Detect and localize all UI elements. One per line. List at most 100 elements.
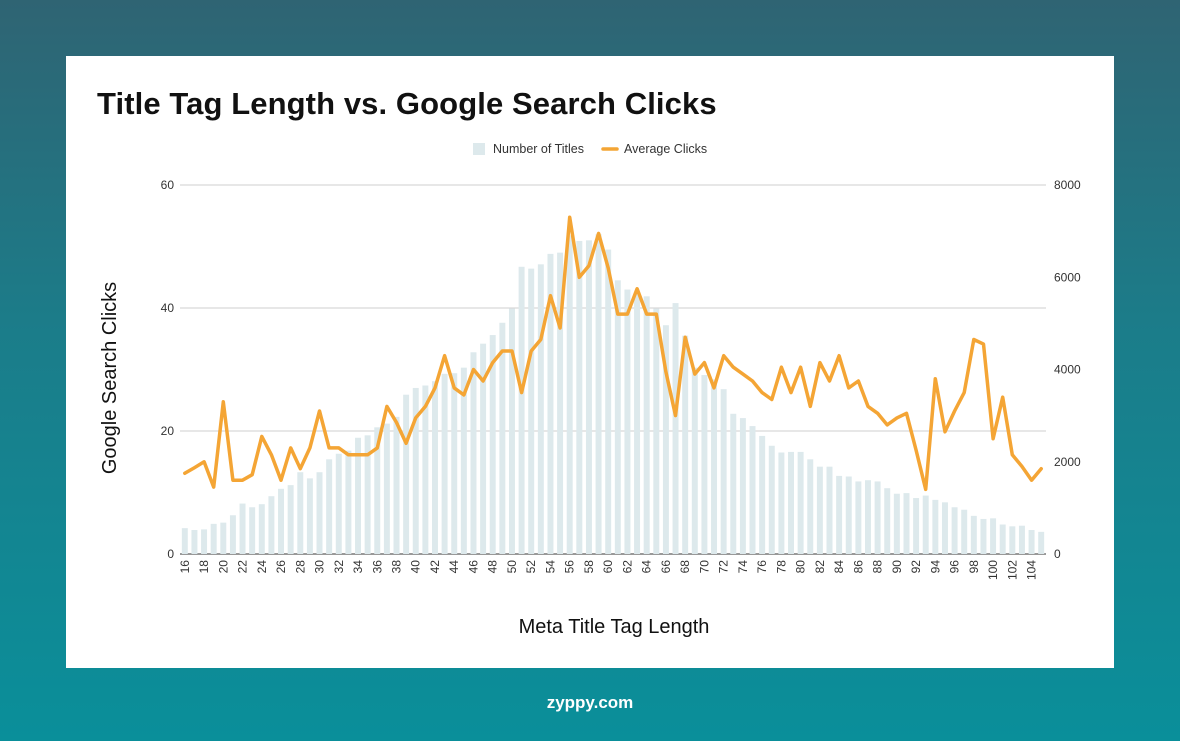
- bar: [220, 522, 227, 554]
- legend-swatch-bars: [473, 143, 485, 155]
- bar: [422, 385, 429, 554]
- bar: [499, 322, 506, 554]
- bar: [826, 466, 833, 554]
- bar: [181, 528, 188, 554]
- bar: [701, 375, 708, 554]
- bar: [970, 515, 977, 554]
- bar: [682, 335, 689, 554]
- x-tick-label: 22: [236, 560, 250, 574]
- chart-card: Title Tag Length vs. Google Search Click…: [66, 56, 1114, 668]
- bar: [980, 518, 987, 554]
- bar: [913, 498, 920, 554]
- bar: [278, 488, 285, 554]
- line-series: [183, 215, 1043, 492]
- bar: [528, 268, 535, 554]
- bar: [922, 495, 929, 554]
- x-tick-label: 72: [717, 560, 731, 574]
- bar: [345, 450, 352, 554]
- bar: [518, 266, 525, 554]
- bar: [258, 504, 265, 554]
- bar-series: [181, 234, 1045, 554]
- x-tick-label: 28: [293, 560, 307, 574]
- bar: [508, 308, 515, 554]
- bar: [816, 466, 823, 554]
- x-tick-label: 42: [428, 560, 442, 574]
- bar: [691, 367, 698, 554]
- bar: [961, 509, 968, 554]
- y-axis-left-ticks: 0 20 40 60: [161, 178, 175, 561]
- x-tick-label: 20: [216, 560, 230, 574]
- x-tick-label: 102: [1005, 560, 1019, 580]
- bar: [836, 475, 843, 554]
- bar: [797, 451, 804, 554]
- bar: [941, 502, 948, 554]
- average-clicks-line: [183, 215, 1043, 492]
- bar: [643, 296, 650, 554]
- x-tick-label: 60: [601, 560, 615, 574]
- bar: [1028, 530, 1035, 554]
- bar: [951, 507, 958, 554]
- bar: [432, 381, 438, 554]
- brand-footer: zyppy.com: [546, 693, 634, 712]
- bar: [374, 427, 381, 554]
- y-tick-label-left: 60: [161, 178, 175, 192]
- bar: [1018, 525, 1025, 554]
- x-tick-label: 62: [620, 560, 634, 574]
- bar: [788, 451, 794, 554]
- x-tick-label: 104: [1025, 560, 1039, 580]
- bar: [1009, 526, 1016, 554]
- legend-label-line: Average Clicks: [624, 142, 707, 156]
- x-tick-label: 100: [986, 560, 1000, 580]
- x-tick-label: 30: [313, 560, 327, 574]
- bar: [480, 343, 487, 554]
- bar: [316, 472, 323, 554]
- bar: [326, 459, 333, 554]
- x-tick-label: 54: [543, 560, 557, 574]
- y-tick-label-right: 6000: [1054, 270, 1081, 284]
- bar: [720, 389, 727, 554]
- x-tick-label: 48: [486, 560, 500, 574]
- x-tick-label: 84: [832, 560, 846, 574]
- y-tick-label-left: 0: [167, 547, 174, 561]
- bar: [451, 373, 458, 554]
- y-tick-label-left: 40: [161, 301, 175, 315]
- x-tick-label: 92: [909, 560, 923, 574]
- y-axis-right-ticks: 0 2000 4000 6000 8000: [1054, 178, 1081, 561]
- bar: [711, 379, 718, 554]
- bar: [672, 303, 679, 554]
- bar: [547, 253, 554, 554]
- x-tick-label: 86: [851, 560, 865, 574]
- x-tick-label: 56: [563, 560, 577, 574]
- bar: [210, 523, 217, 554]
- bar: [884, 488, 891, 554]
- x-tick-label: 38: [390, 560, 404, 574]
- bar: [537, 264, 544, 554]
- x-tick-label: 76: [755, 560, 769, 574]
- bar: [999, 524, 1006, 554]
- bar: [364, 435, 371, 554]
- x-tick-label: 24: [255, 560, 269, 574]
- bar: [768, 445, 775, 554]
- x-tick-label: 40: [409, 560, 423, 574]
- bar: [614, 280, 621, 554]
- bar: [990, 518, 997, 554]
- bar: [412, 387, 419, 554]
- bar: [585, 240, 592, 554]
- bar: [1038, 531, 1045, 554]
- bar: [576, 240, 583, 554]
- bar: [460, 367, 467, 554]
- bar: [739, 418, 746, 554]
- y-axis-label: Google Search Clicks: [99, 282, 121, 474]
- bar: [595, 234, 602, 554]
- bar: [778, 452, 785, 554]
- x-tick-label: 94: [928, 560, 942, 574]
- bar: [393, 416, 400, 554]
- y-tick-label-right: 4000: [1054, 363, 1081, 377]
- chart: Number of Titles Average Clicks 0 20 40 60 0…: [99, 142, 1081, 638]
- y-tick-label-right: 8000: [1054, 178, 1081, 192]
- bar: [335, 453, 342, 554]
- x-tick-label: 90: [890, 560, 904, 574]
- bar: [297, 472, 304, 554]
- x-tick-label: 64: [640, 560, 654, 574]
- bar: [624, 289, 631, 554]
